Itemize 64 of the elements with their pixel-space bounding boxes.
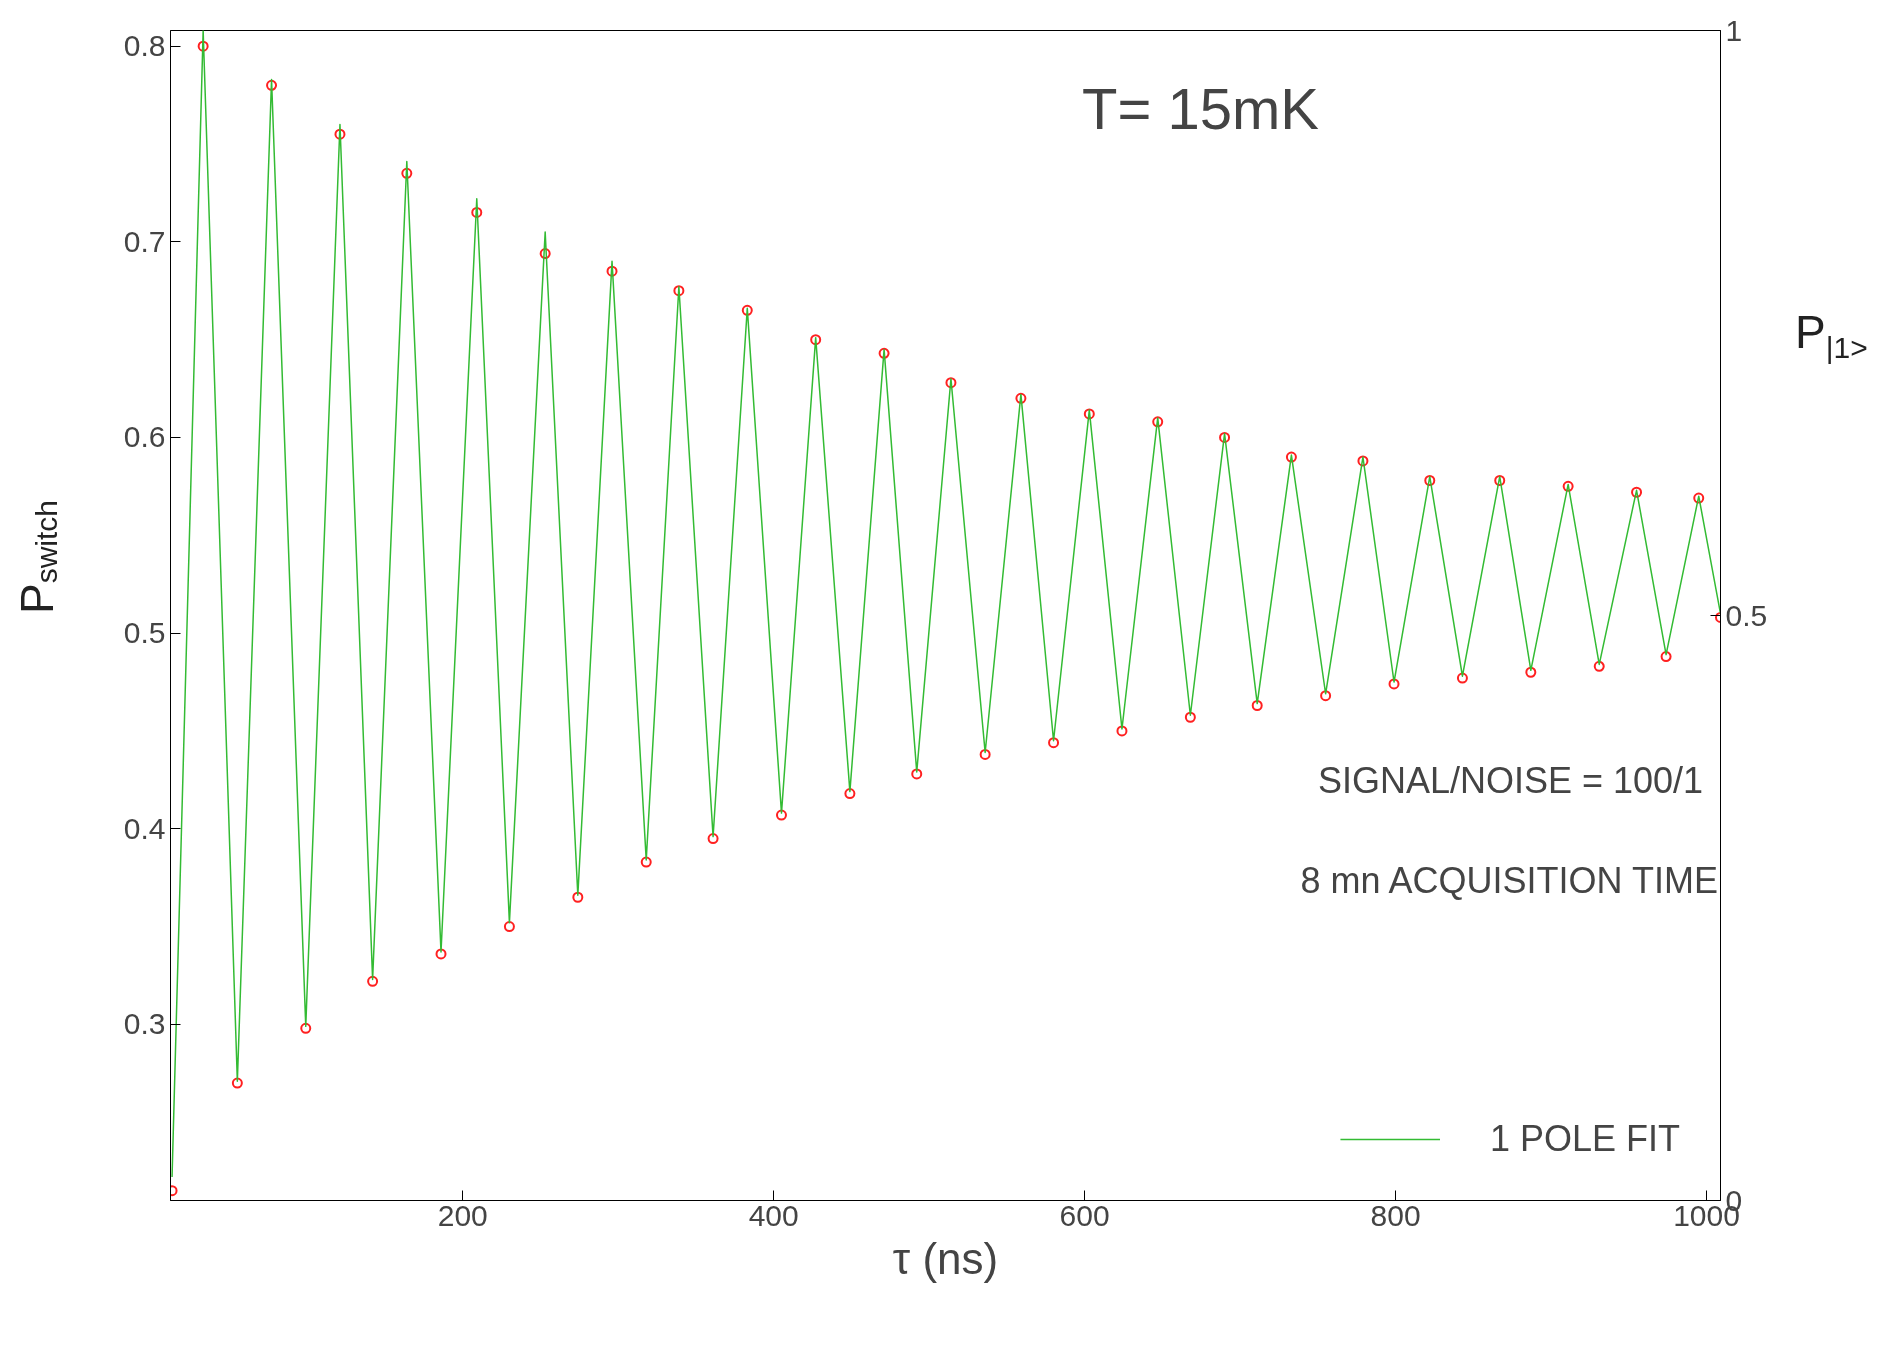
annotation: SIGNAL/NOISE = 100/1 <box>1317 759 1704 801</box>
point <box>300 1022 312 1034</box>
point <box>1525 666 1537 678</box>
point <box>1357 455 1369 467</box>
point <box>435 948 447 960</box>
y2-tick-label: 0.5 <box>1725 598 1768 632</box>
point <box>1388 678 1400 690</box>
point <box>1285 451 1297 463</box>
line-series <box>171 30 1721 1178</box>
point <box>1456 672 1468 684</box>
point <box>741 304 753 316</box>
point <box>640 856 652 868</box>
point <box>1424 475 1436 486</box>
annotation: T= 15mK <box>1082 75 1320 141</box>
point <box>1015 392 1027 404</box>
point <box>1660 651 1672 663</box>
point <box>266 79 278 91</box>
point <box>401 167 413 179</box>
point <box>606 265 618 277</box>
point <box>572 891 584 903</box>
x-tick-label: 400 <box>748 1198 799 1232</box>
point <box>775 809 787 821</box>
point <box>911 768 923 780</box>
point <box>539 248 551 260</box>
y-tick-label: 0.8 <box>123 29 166 63</box>
point <box>1184 711 1196 723</box>
x-tick-label: 800 <box>1370 1198 1421 1232</box>
y2-tick-label: 1 <box>1725 13 1743 47</box>
y-tick-label: 0.5 <box>123 616 166 650</box>
point <box>979 748 991 760</box>
point <box>945 377 957 389</box>
x-axis-title: τ (ns) <box>892 1233 999 1283</box>
point <box>231 1077 243 1089</box>
x-tick-label: 600 <box>1059 1198 1110 1232</box>
y-tick-label: 0.6 <box>123 420 166 454</box>
point <box>1116 725 1128 737</box>
point <box>810 334 822 346</box>
point <box>1631 486 1643 498</box>
point <box>367 975 379 987</box>
y2-axis-title: P$_{|1>}$ <box>1795 305 1868 367</box>
annotation: 8 mn ACQUISITION TIME <box>1300 859 1718 901</box>
point <box>1593 660 1605 672</box>
point <box>1251 700 1263 711</box>
point <box>878 347 890 359</box>
point <box>707 833 719 845</box>
point <box>1693 492 1705 504</box>
point <box>334 128 346 140</box>
point <box>1320 690 1332 702</box>
point <box>1152 416 1164 428</box>
point <box>1562 480 1574 492</box>
y-tick-label: 0.4 <box>123 811 166 845</box>
point <box>1494 475 1506 486</box>
point <box>673 285 685 297</box>
x-tick-label: 200 <box>437 1198 488 1232</box>
point <box>471 206 483 218</box>
point <box>844 788 856 800</box>
y-tick-label: 0.7 <box>123 224 166 258</box>
point <box>1048 737 1060 749</box>
y-tick-label: 0.3 <box>123 1007 166 1041</box>
point <box>1083 408 1095 420</box>
point <box>1219 431 1231 443</box>
legend-label: 1 POLE FIT <box>1489 1118 1680 1160</box>
point <box>503 921 515 933</box>
point <box>197 40 209 52</box>
